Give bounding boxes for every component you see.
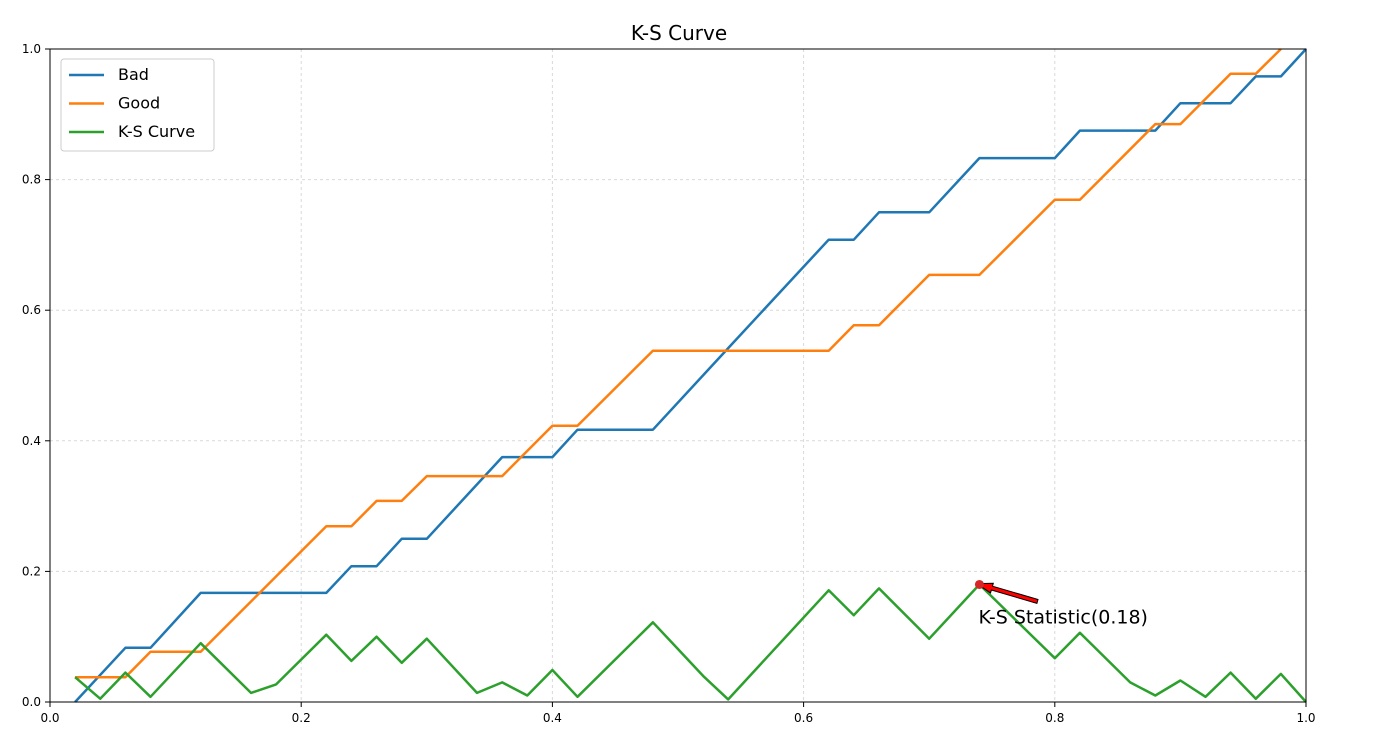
annotation: K-S Statistic(0.18) [974,579,1148,628]
y-tick-label: 0.8 [22,173,41,187]
x-tick-label: 0.4 [543,711,562,725]
grid [49,48,1307,703]
y-tick-label: 0.4 [22,434,41,448]
series-line-bad [74,48,1307,703]
x-tick-label: 0.2 [292,711,311,725]
annotation-arrow [974,582,1039,605]
x-axis-ticks: 0.0 0.2 0.4 0.6 0.8 1.0 [40,702,1316,725]
x-tick-label: 0.8 [1045,711,1064,725]
x-tick-label: 1.0 [1296,711,1315,725]
annotation-label: K-S Statistic(0.18) [978,606,1148,628]
chart-title: K-S Curve [631,21,727,45]
ks-statistic-marker [974,579,984,589]
x-tick-label: 0.6 [794,711,813,725]
legend-label: K-S Curve [118,122,195,141]
legend-box [60,58,215,152]
series-lines [74,48,1307,703]
y-tick-label: 0.2 [22,564,41,578]
legend: Bad Good K-S Curve [60,58,215,152]
series-line-k-s-curve [74,583,1307,703]
y-tick-label: 1.0 [22,42,41,56]
x-tick-label: 0.0 [40,711,59,725]
legend-label: Bad [118,65,149,84]
plot-frame [49,48,1307,703]
y-axis-ticks: 0.0 0.2 0.4 0.6 0.8 1.0 [22,42,50,709]
y-tick-label: 0.0 [22,695,41,709]
y-tick-label: 0.6 [22,303,41,317]
legend-label: Good [118,94,160,113]
series-line-good [75,48,1282,679]
